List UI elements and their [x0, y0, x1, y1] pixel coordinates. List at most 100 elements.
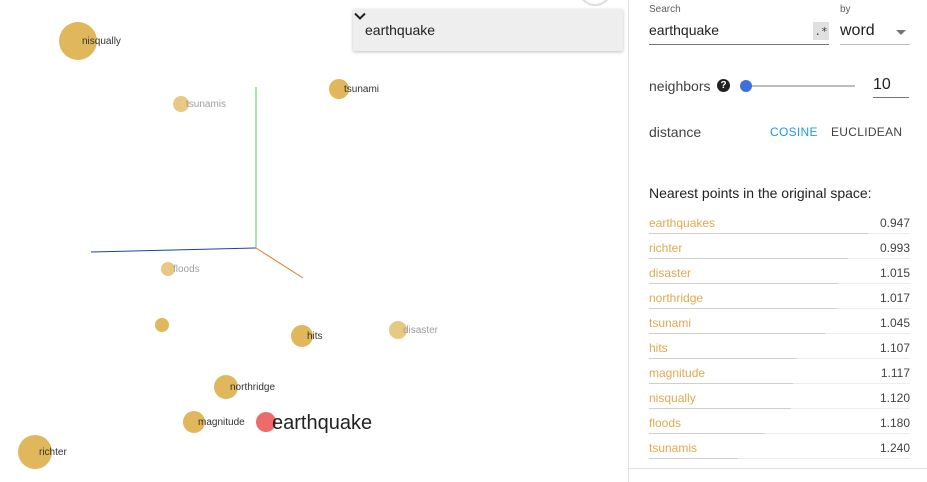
embedding-point[interactable]: disaster	[389, 321, 439, 339]
neighbors-slider[interactable]	[740, 79, 855, 93]
distance-bar-rest	[825, 333, 910, 334]
embedding-point[interactable]: tsunami	[329, 79, 379, 99]
nearest-point-row[interactable]: disaster 1.015	[649, 263, 910, 288]
distance-bar	[649, 358, 797, 359]
distance-bar	[649, 333, 825, 334]
nearest-point-row[interactable]: northridge 1.017	[649, 288, 910, 313]
point-label: richter	[39, 447, 67, 458]
point-marker[interactable]	[59, 22, 97, 60]
points-layer[interactable]: nisqually tsunamis tsunami floods hits disast…	[18, 22, 439, 469]
distance-bar-rest	[765, 433, 910, 434]
point-marker[interactable]	[173, 96, 189, 112]
nearest-point-row[interactable]: richter 0.993	[649, 238, 910, 263]
distance-bar	[649, 458, 738, 459]
nearest-point-distance: 1.045	[879, 316, 910, 330]
cosine-button[interactable]: COSINE	[770, 125, 818, 139]
distance-bar-rest	[868, 233, 910, 234]
nearest-point-word[interactable]: floods	[649, 416, 682, 430]
nearest-point-row[interactable]: tsunami 1.045	[649, 313, 910, 338]
nearest-point-row[interactable]: tsunamis 1.240	[649, 438, 910, 463]
point-marker[interactable]	[389, 321, 407, 339]
point-label: hits	[307, 331, 323, 342]
nearest-point-distance: 1.120	[879, 391, 910, 405]
selected-point[interactable]: earthquake	[256, 412, 372, 434]
euclidean-button[interactable]: EUCLIDEAN	[831, 125, 903, 139]
regex-toggle-button[interactable]: .*	[813, 22, 829, 40]
nearest-point-distance: 1.017	[879, 291, 910, 305]
distance-bar-rest	[797, 358, 910, 359]
label-by-value: earthquake	[365, 22, 436, 38]
embedding-point[interactable]: tsunamis	[173, 96, 226, 112]
distance-bar	[649, 433, 765, 434]
point-label: nisqually	[82, 36, 121, 47]
nearest-point-distance: 1.015	[879, 266, 910, 280]
distance-bar-rest	[791, 408, 910, 409]
embedding-point[interactable]: nisqually	[59, 22, 121, 60]
nearest-point-distance: 1.240	[879, 441, 910, 455]
distance-bar-rest	[793, 383, 910, 384]
slider-knob[interactable]	[740, 80, 752, 92]
search-by-value: word	[840, 22, 875, 39]
projection-canvas[interactable]: nisqually tsunamis tsunami floods hits disast…	[0, 0, 627, 482]
axes	[90, 87, 304, 279]
nearest-point-distance: 0.993	[879, 241, 910, 255]
embedding-point[interactable]: northridge	[214, 375, 275, 399]
point-marker[interactable]	[256, 412, 276, 432]
help-icon[interactable]: ?	[717, 79, 730, 92]
embedding-point[interactable]: magnitude	[183, 411, 245, 433]
nearest-point-row[interactable]: hits 1.107	[649, 338, 910, 363]
nearest-point-row[interactable]: floods 1.180	[649, 413, 910, 438]
point-label: earthquake	[272, 412, 372, 434]
point-label: tsunami	[344, 84, 379, 95]
nearest-point-distance: 1.117	[880, 366, 910, 380]
point-marker[interactable]	[18, 435, 52, 469]
nearest-points-list: earthquakes 0.947 richter 0.993 disaster 1.01…	[649, 213, 910, 463]
distance-bar-rest	[738, 458, 910, 459]
distance-bar	[649, 233, 868, 234]
point-marker[interactable]	[329, 79, 349, 99]
point-label: tsunamis	[186, 99, 226, 110]
point-label: disaster	[403, 325, 439, 336]
nearest-point-word[interactable]: earthquakes	[649, 216, 716, 230]
nearest-point-distance: 0.947	[879, 216, 910, 230]
nearest-point-word[interactable]: northridge	[649, 291, 704, 305]
nearest-point-row[interactable]: earthquakes 0.947	[649, 213, 910, 238]
slider-track	[743, 85, 855, 87]
nearest-point-word[interactable]: tsunami	[649, 316, 692, 330]
point-marker[interactable]	[214, 375, 238, 399]
search-input[interactable]: earthquake .*	[649, 18, 829, 45]
point-marker[interactable]	[155, 318, 169, 332]
distance-bar	[649, 258, 848, 259]
nearest-point-distance: 1.180	[879, 416, 910, 430]
point-label: magnitude	[198, 417, 245, 428]
search-by-select[interactable]: word	[840, 18, 910, 45]
embedding-point[interactable]: richter	[18, 435, 67, 469]
projection-svg[interactable]: nisqually tsunamis tsunami floods hits disast…	[0, 0, 627, 482]
point-label: northridge	[230, 382, 275, 393]
embedding-point[interactable]: hits	[291, 325, 323, 347]
nearest-point-row[interactable]: nisqually 1.120	[649, 388, 910, 413]
distance-label: distance	[649, 124, 702, 140]
point-marker[interactable]	[183, 411, 205, 433]
neighbors-input[interactable]: 10	[873, 74, 909, 98]
embedding-point[interactable]	[155, 318, 169, 332]
nearest-point-row[interactable]: magnitude 1.117	[649, 363, 910, 388]
chevron-down-icon	[354, 12, 366, 20]
neighbors-label: neighbors	[649, 78, 711, 94]
point-marker[interactable]	[161, 262, 175, 276]
label-by-select[interactable]: earthquake	[353, 9, 623, 51]
embedding-point[interactable]: floods	[161, 262, 200, 276]
distance-bar	[649, 283, 838, 284]
nearest-point-word[interactable]: tsunamis	[649, 441, 698, 455]
nearest-point-word[interactable]: richter	[649, 241, 683, 255]
distance-bar-rest	[838, 283, 910, 284]
search-caption: Search	[649, 4, 681, 15]
nearest-point-word[interactable]: disaster	[649, 266, 692, 280]
nearest-point-word[interactable]: magnitude	[649, 366, 706, 380]
nearest-point-word[interactable]: nisqually	[649, 391, 696, 405]
distance-bar	[649, 308, 837, 309]
search-input-value[interactable]: earthquake	[649, 22, 720, 38]
nearest-point-word[interactable]: hits	[649, 341, 668, 355]
point-marker[interactable]	[291, 325, 313, 347]
axis-x	[90, 247, 257, 253]
